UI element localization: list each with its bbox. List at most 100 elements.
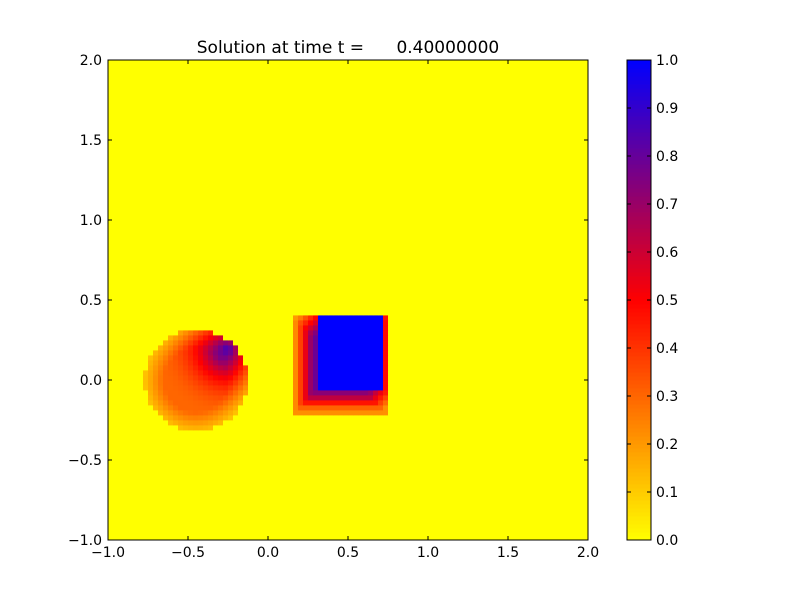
heatmap-cell [358, 290, 364, 296]
heatmap-cell [578, 470, 584, 476]
heatmap-cell [123, 455, 129, 461]
heatmap-cell [343, 430, 349, 436]
heatmap-cell [128, 335, 134, 341]
heatmap-cell [258, 375, 264, 381]
heatmap-cell [513, 490, 519, 496]
heatmap-cell [318, 285, 324, 291]
heatmap-cell [168, 280, 174, 286]
heatmap-cell [123, 410, 129, 416]
heatmap-cell [553, 385, 559, 391]
heatmap-cell [578, 350, 584, 356]
heatmap-cell [463, 325, 469, 331]
heatmap-cell [368, 425, 374, 431]
heatmap-cell [228, 365, 234, 371]
heatmap-cell [313, 510, 319, 516]
heatmap-cell [418, 340, 424, 346]
heatmap-cell [358, 465, 364, 471]
heatmap-cell [548, 325, 554, 331]
heatmap-cell [358, 475, 364, 481]
heatmap-cell [358, 280, 364, 286]
heatmap-cell [338, 320, 344, 326]
heatmap-cell [203, 300, 209, 306]
heatmap-cell [383, 340, 389, 346]
heatmap-cell [208, 510, 214, 516]
heatmap-cell [443, 415, 449, 421]
heatmap-cell [508, 325, 514, 331]
heatmap-cell [333, 350, 339, 356]
heatmap-cell [208, 515, 214, 521]
heatmap-cell [253, 500, 259, 506]
heatmap-cell [133, 495, 139, 501]
heatmap-cell [283, 485, 289, 491]
heatmap-cell [323, 405, 329, 411]
heatmap-cell [198, 405, 204, 411]
heatmap-cell [498, 445, 504, 451]
heatmap-cell [328, 285, 334, 291]
heatmap-cell [563, 480, 569, 486]
heatmap-cell [328, 385, 334, 391]
heatmap-cell [163, 435, 169, 441]
heatmap-cell [153, 465, 159, 471]
heatmap-cell [478, 330, 484, 336]
heatmap-cell [423, 440, 429, 446]
heatmap-cell [388, 525, 394, 531]
heatmap-cell [463, 355, 469, 361]
heatmap-cell [383, 390, 389, 396]
heatmap-cell [178, 400, 184, 406]
heatmap-cell [483, 445, 489, 451]
heatmap-cell [223, 295, 229, 301]
heatmap-cell [508, 395, 514, 401]
heatmap-cell [468, 295, 474, 301]
heatmap-cell [398, 315, 404, 321]
heatmap-cell [183, 355, 189, 361]
heatmap-cell [193, 465, 199, 471]
heatmap-cell [128, 350, 134, 356]
heatmap-cell [533, 500, 539, 506]
heatmap-cell [138, 295, 144, 301]
heatmap-cell [253, 410, 259, 416]
heatmap-cell [508, 500, 514, 506]
heatmap-cell [493, 280, 499, 286]
heatmap-cell [533, 340, 539, 346]
heatmap-cell [188, 320, 194, 326]
heatmap-cell [153, 290, 159, 296]
heatmap-cell [203, 355, 209, 361]
heatmap-cell [298, 395, 304, 401]
heatmap-cell [433, 530, 439, 536]
heatmap-cell [313, 530, 319, 536]
heatmap-cell [553, 450, 559, 456]
heatmap-cell [138, 515, 144, 521]
heatmap-cell [458, 320, 464, 326]
heatmap-cell [333, 510, 339, 516]
heatmap-cell [218, 280, 224, 286]
heatmap-cell [178, 475, 184, 481]
heatmap-cell [263, 300, 269, 306]
heatmap-cell [528, 510, 534, 516]
heatmap-cell [263, 465, 269, 471]
heatmap-cell [423, 355, 429, 361]
heatmap-cell [293, 520, 299, 526]
heatmap-cell [238, 420, 244, 426]
heatmap-cell [368, 325, 374, 331]
heatmap-cell [268, 390, 274, 396]
heatmap-cell [548, 280, 554, 286]
heatmap-cell [248, 485, 254, 491]
heatmap-cell [528, 350, 534, 356]
heatmap-cell [558, 385, 564, 391]
heatmap-cell [208, 475, 214, 481]
heatmap-cell [323, 425, 329, 431]
heatmap-cell [533, 300, 539, 306]
heatmap-cell [213, 365, 219, 371]
heatmap-cell [568, 440, 574, 446]
heatmap-cell [133, 515, 139, 521]
heatmap-cell [533, 445, 539, 451]
heatmap-cell [118, 290, 124, 296]
heatmap-cell [228, 485, 234, 491]
heatmap-cell [353, 480, 359, 486]
heatmap-cell [313, 470, 319, 476]
heatmap-cell [113, 285, 119, 291]
heatmap-cell [583, 325, 589, 331]
heatmap-cell [283, 300, 289, 306]
heatmap-cell [183, 510, 189, 516]
heatmap-cell [418, 505, 424, 511]
